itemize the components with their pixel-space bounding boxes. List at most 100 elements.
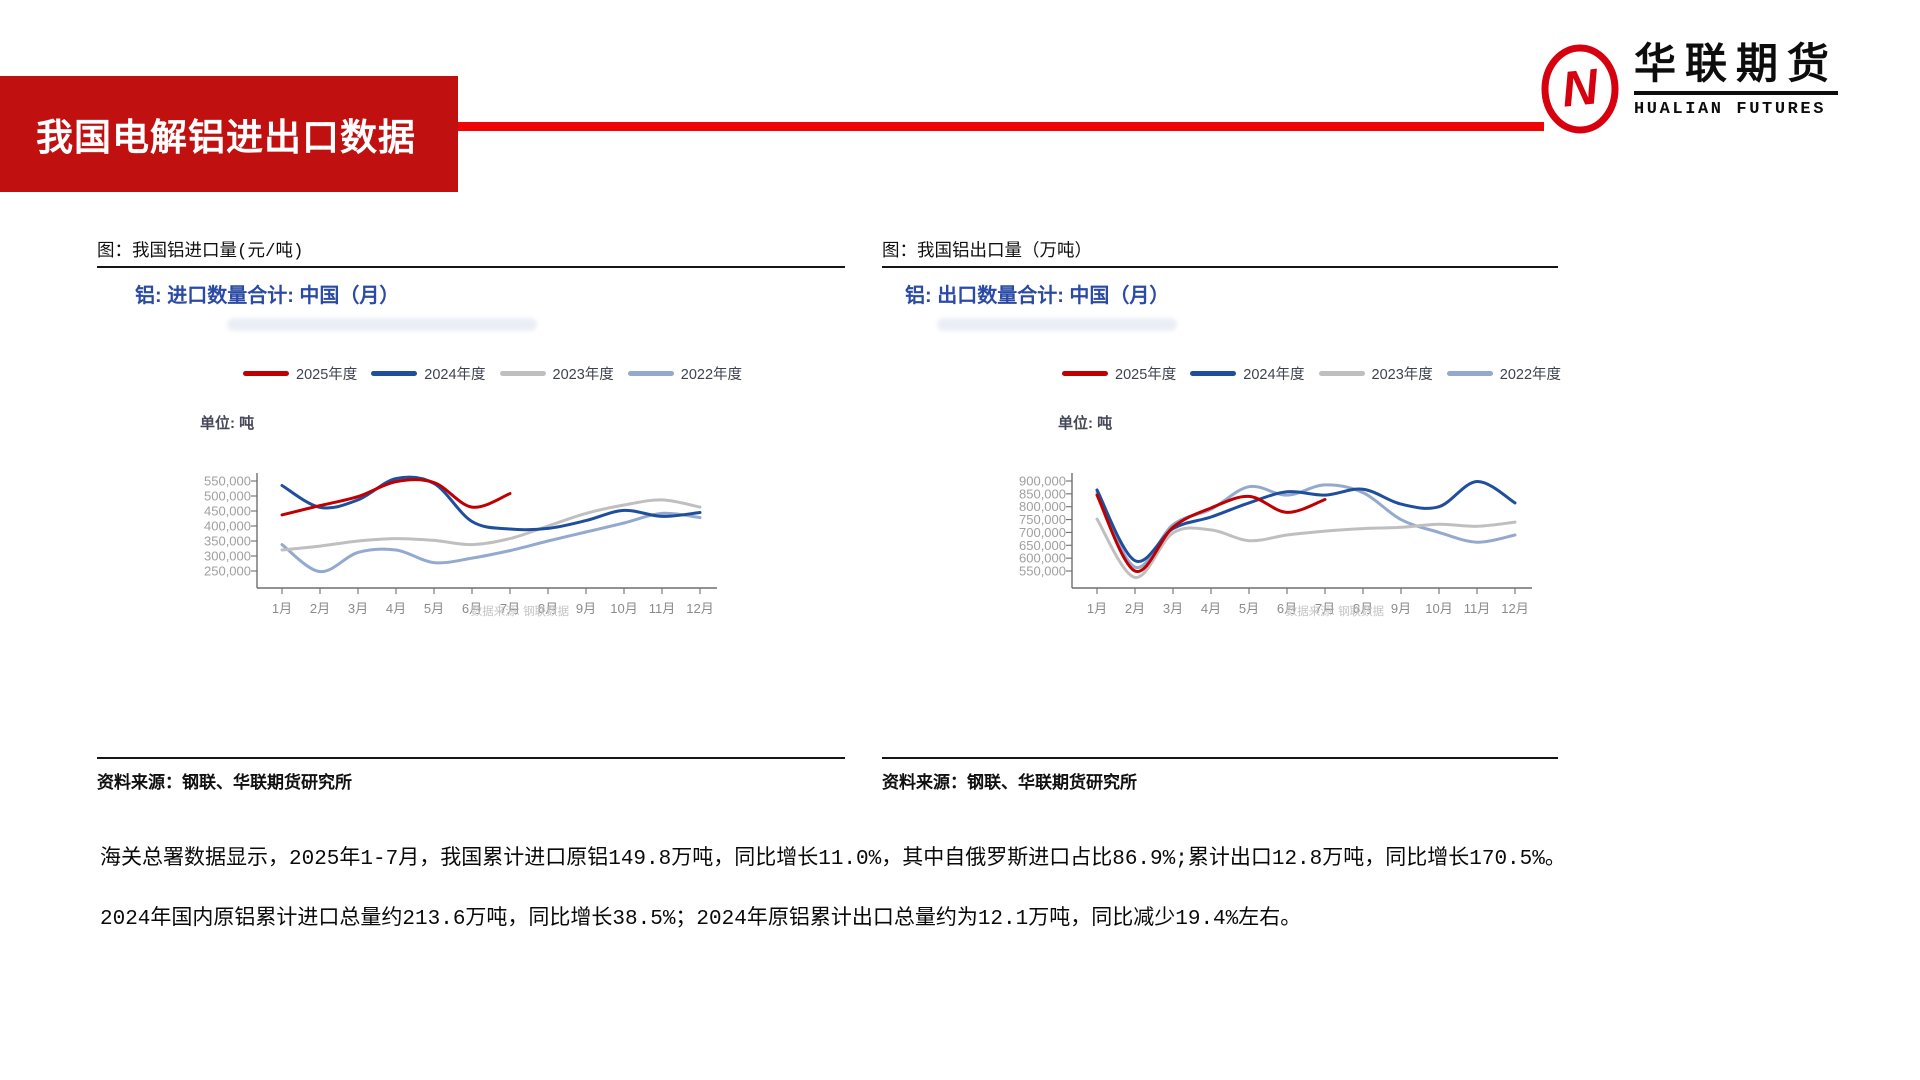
y-axis-ticks: 550,000500,000450,000400,000350,000300,0… <box>204 474 257 579</box>
source-note: 资料来源：钢联、华联期货研究所 <box>882 773 1137 792</box>
svg-text:2月: 2月 <box>1125 601 1145 616</box>
legend-label: 2024年度 <box>1243 367 1305 383</box>
company-logo: N 华联期货 HUALIAN FUTURES <box>1538 41 1839 136</box>
export-line-chart: 900,000850,000800,000750,000700,000650,0… <box>1019 473 1532 618</box>
legend-swatch-icon <box>371 371 418 376</box>
svg-text:400,000: 400,000 <box>204 519 251 534</box>
unit-label: 单位: 吨 <box>200 415 255 432</box>
legend-item: 2022年度 <box>1446 363 1562 384</box>
legend-item: 2025年度 <box>1062 363 1176 384</box>
y-axis-ticks: 900,000850,000800,000750,000700,000650,0… <box>1019 474 1072 579</box>
series-line-2023年度 <box>280 498 702 552</box>
header-accent-line <box>458 122 1544 131</box>
import-chart-title: 铝: 进口数量合计: 中国（月） <box>135 285 400 307</box>
legend-item: 2024年度 <box>1190 363 1305 384</box>
export-chart-title: 铝: 出口数量合计: 中国（月） <box>905 285 1170 307</box>
source-note: 资料来源：钢联、华联期货研究所 <box>97 773 352 792</box>
svg-text:4月: 4月 <box>386 601 406 616</box>
svg-text:550,000: 550,000 <box>204 474 251 489</box>
legend-swatch-icon <box>1190 371 1237 376</box>
svg-text:600,000: 600,000 <box>1019 551 1066 566</box>
series-line-2022年度 <box>280 511 702 574</box>
series-line-2025年度 <box>280 478 512 517</box>
import-line-chart: 550,000500,000450,000400,000350,000300,0… <box>204 473 717 618</box>
chart-legend: 2025年度 2024年度 2023年度 2022年度 <box>243 363 742 384</box>
legend-swatch-icon <box>1318 371 1365 376</box>
export-chart-caption: 图：我国铝出口量（万吨） <box>882 242 1092 262</box>
svg-text:9月: 9月 <box>576 601 596 616</box>
analysis-line-1: 海关总署数据显示，2025年1-7月，我国累计进口原铝149.8万吨，同比增长1… <box>100 848 1566 871</box>
title-highlight-artifact <box>227 318 537 331</box>
legend-label: 2023年度 <box>552 367 614 383</box>
svg-text:3月: 3月 <box>348 601 368 616</box>
svg-text:12月: 12月 <box>686 601 713 616</box>
source-rule <box>882 757 1558 759</box>
legend-item: 2023年度 <box>499 363 614 384</box>
svg-text:4月: 4月 <box>1201 601 1221 616</box>
legend-swatch-icon <box>1062 371 1108 376</box>
svg-text:5月: 5月 <box>424 601 444 616</box>
legend-item: 2022年度 <box>627 363 742 384</box>
caption-rule <box>882 266 1558 268</box>
svg-text:650,000: 650,000 <box>1019 538 1066 553</box>
legend-label: 2025年度 <box>1115 367 1177 383</box>
svg-text:1月: 1月 <box>272 601 292 616</box>
legend-item: 2023年度 <box>1318 363 1433 384</box>
svg-text:300,000: 300,000 <box>204 549 251 564</box>
svg-text:500,000: 500,000 <box>204 489 251 504</box>
legend-swatch-icon <box>627 371 674 376</box>
svg-text:12月: 12月 <box>1501 601 1528 616</box>
svg-text:8月: 8月 <box>538 601 558 616</box>
watermark: 数据来源: 钢联数据 <box>1286 604 1385 618</box>
logo-name-cn: 华联期货 <box>1634 41 1839 96</box>
caption-rule <box>97 266 845 268</box>
svg-text:6月: 6月 <box>1277 601 1297 616</box>
export-chart-panel: 图：我国铝出口量（万吨） 铝: 出口数量合计: 中国（月） 2025年度 2024… <box>882 237 1561 797</box>
svg-text:750,000: 750,000 <box>1019 512 1066 527</box>
page-title: 我国电解铝进出口数据 <box>36 117 416 158</box>
svg-text:10月: 10月 <box>610 601 637 616</box>
legend-swatch-icon <box>243 371 289 376</box>
legend-label: 2024年度 <box>424 367 486 383</box>
analysis-paragraph: 海关总署数据显示，2025年1-7月，我国累计进口原铝149.8万吨，同比增长1… <box>100 846 1566 967</box>
page-title-banner: 我国电解铝进出口数据 <box>0 76 458 192</box>
logo-n-icon: N <box>1541 44 1619 134</box>
source-rule <box>97 757 845 759</box>
svg-text:700,000: 700,000 <box>1019 525 1066 540</box>
x-axis-labels: 1月 2月 3月 4月 5月 6月 7月 8月 9月 10月 11月 12月 <box>272 588 714 616</box>
svg-text:450,000: 450,000 <box>204 504 251 519</box>
watermark: 数据来源: 钢联数据 <box>471 604 570 618</box>
analysis-line-2: 2024年国内原铝累计进口总量约213.6万吨，同比增长38.5%；2024年原… <box>100 908 1302 932</box>
svg-text:7月: 7月 <box>500 601 520 616</box>
x-axis-labels: 1月 2月 3月 4月 5月 6月 7月 8月 9月 10月 11月 12月 <box>1087 588 1529 616</box>
svg-text:5月: 5月 <box>1239 601 1259 616</box>
series-line-2025年度 <box>1095 493 1327 573</box>
import-chart-caption: 图：我国铝进口量(元/吨) <box>97 242 304 262</box>
svg-text:N: N <box>1559 58 1602 118</box>
svg-text:6月: 6月 <box>462 601 482 616</box>
legend-item: 2024年度 <box>371 363 486 384</box>
chart-legend: 2025年度 2024年度 2023年度 2022年度 <box>1062 363 1561 384</box>
svg-text:10月: 10月 <box>1425 601 1452 616</box>
svg-text:850,000: 850,000 <box>1019 486 1066 501</box>
legend-label: 2025年度 <box>296 367 358 383</box>
svg-text:11月: 11月 <box>1464 601 1491 616</box>
logo-name-en: HUALIAN FUTURES <box>1634 100 1827 120</box>
legend-swatch-icon <box>1446 371 1493 376</box>
svg-text:11月: 11月 <box>649 601 676 616</box>
svg-text:900,000: 900,000 <box>1019 474 1066 489</box>
logo-text: 华联期货 HUALIAN FUTURES <box>1634 41 1839 120</box>
legend-swatch-icon <box>499 371 546 376</box>
svg-text:3月: 3月 <box>1163 601 1183 616</box>
svg-text:350,000: 350,000 <box>204 534 251 549</box>
svg-text:250,000: 250,000 <box>204 564 251 579</box>
svg-text:1月: 1月 <box>1087 601 1107 616</box>
title-highlight-artifact <box>937 318 1177 331</box>
svg-text:800,000: 800,000 <box>1019 499 1066 514</box>
svg-text:550,000: 550,000 <box>1019 564 1066 579</box>
series-line-2024年度 <box>280 475 702 532</box>
unit-label: 单位: 吨 <box>1058 415 1113 432</box>
svg-text:9月: 9月 <box>1391 601 1411 616</box>
legend-label: 2022年度 <box>1499 367 1562 383</box>
